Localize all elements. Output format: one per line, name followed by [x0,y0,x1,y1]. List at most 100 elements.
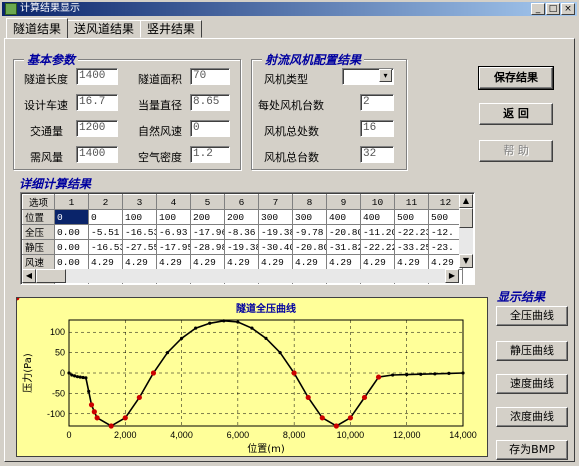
grid-cell[interactable]: -27.55 [122,239,157,255]
grid-header-cell[interactable]: 11 [394,194,429,210]
grid-cell[interactable]: 500 [394,209,429,225]
grid-cell[interactable]: 100 [122,209,157,225]
grid-cell[interactable]: -12. [428,224,463,240]
static-pressure-curve-button[interactable]: 静压曲线 [496,341,568,361]
fans-per-site-field[interactable]: 2 [360,94,394,111]
grid-cell[interactable]: 0 [54,209,89,225]
total-pressure-curve-button[interactable]: 全压曲线 [496,306,568,326]
close-button[interactable]: × [561,3,575,15]
grid-cell[interactable]: 0.00 [54,224,89,240]
grid-cell[interactable]: 200 [224,209,259,225]
grid-header-cell[interactable]: 3 [122,194,157,210]
grid-cell[interactable]: 4.29 [360,254,395,270]
tab-tunnel[interactable]: 隧道结果 [6,18,69,38]
grid-header-cell[interactable]: 选项 [22,194,55,210]
velocity-curve-button[interactable]: 速度曲线 [496,374,568,394]
vertical-scroll-thumb[interactable] [459,208,473,228]
grid-header-cell[interactable]: 5 [190,194,225,210]
grid-cell[interactable]: 4.29 [224,254,259,270]
concentration-curve-button[interactable]: 浓度曲线 [496,407,568,427]
grid-cell[interactable]: -8.36 [224,224,259,240]
grid-cell[interactable]: -23. [428,239,463,255]
grid-cell[interactable]: -5.51 [88,224,123,240]
air-density-field[interactable]: 1.2 [190,146,230,163]
grid-row-header[interactable]: 风速 [22,254,55,270]
grid-cell[interactable]: -28.98 [190,239,225,255]
grid-cell[interactable]: -17.95 [156,239,191,255]
scroll-left-icon[interactable]: ◀ [22,269,36,283]
grid-cell[interactable]: -31.82 [326,239,361,255]
fan-total-field[interactable]: 32 [360,146,394,163]
save-bmp-button[interactable]: 存为BMP [496,440,568,460]
scroll-right-icon[interactable]: ▶ [445,269,459,283]
design-speed-field[interactable]: 16.7 [76,94,118,111]
grid-cell[interactable]: -16.53 [122,224,157,240]
grid-cell[interactable]: -11.20 [360,224,395,240]
grid-cell[interactable]: 200 [190,209,225,225]
grid-cell[interactable]: 0 [88,209,123,225]
grid-cell[interactable]: 4.29 [156,254,191,270]
grid-cell[interactable]: 300 [258,209,293,225]
maximize-button[interactable]: □ [546,3,560,15]
grid-cell[interactable]: 4.29 [122,254,157,270]
grid-cell[interactable]: 4.29 [190,254,225,270]
grid-cell[interactable]: -22.22 [360,239,395,255]
air-demand-field[interactable]: 1400 [76,146,118,163]
results-grid[interactable]: 选项 1 2 3 4 5 6 7 8 9 10 11 12 位置 0 0 100 100 200 200 300 300 4… [20,192,475,285]
minimize-button[interactable]: _ [531,3,545,15]
grid-cell[interactable]: 400 [360,209,395,225]
grid-cell[interactable]: 0.00 [54,239,89,255]
title-bar[interactable]: 计算结果显示 _ □ × [2,2,577,16]
grid-cell[interactable]: -22.23 [394,224,429,240]
grid-cell[interactable]: -19.38 [258,224,293,240]
grid-header-cell[interactable]: 4 [156,194,191,210]
vertical-scrollbar[interactable]: ▲ ▼ [459,194,473,268]
tab-shaft[interactable]: 竖井结果 [140,20,203,38]
grid-header-cell[interactable]: 7 [258,194,293,210]
grid-cell[interactable]: -17.96 [190,224,225,240]
grid-cell[interactable]: 4.29 [292,254,327,270]
grid-cell[interactable]: -20.80 [326,224,361,240]
chevron-down-icon[interactable]: ▾ [379,69,392,82]
grid-cell[interactable]: 300 [292,209,327,225]
grid-cell[interactable]: -33.25 [394,239,429,255]
back-button[interactable]: 返 回 [479,103,553,125]
grid-row-header[interactable]: 静压 [22,239,55,255]
grid-cell[interactable]: 100 [156,209,191,225]
grid-cell[interactable]: 4.29 [88,254,123,270]
scroll-up-icon[interactable]: ▲ [459,194,473,208]
save-results-button[interactable]: 保存结果 [478,66,554,90]
grid-cell[interactable]: -30.40 [258,239,293,255]
help-button[interactable]: 帮 助 [479,140,553,162]
grid-cell[interactable]: 4.29 [428,254,463,270]
tunnel-length-field[interactable]: 1400 [76,68,118,85]
grid-cell[interactable]: 4.29 [394,254,429,270]
grid-header-cell[interactable]: 8 [292,194,327,210]
equiv-diameter-field[interactable]: 8.65 [190,94,230,111]
grid-cell[interactable]: 400 [326,209,361,225]
grid-cell[interactable]: -9.78 [292,224,327,240]
horizontal-scrollbar[interactable]: ◀ ▶ [22,269,459,283]
grid-cell[interactable]: 4.29 [258,254,293,270]
grid-cell[interactable]: -19.38 [224,239,259,255]
grid-header-cell[interactable]: 2 [88,194,123,210]
grid-cell[interactable]: -20.80 [292,239,327,255]
grid-header-cell[interactable]: 9 [326,194,361,210]
grid-header-cell[interactable]: 6 [224,194,259,210]
tunnel-area-field[interactable]: 70 [190,68,230,85]
horizontal-scroll-thumb[interactable] [36,269,66,283]
traffic-field[interactable]: 1200 [76,120,118,137]
grid-cell[interactable]: 500 [428,209,463,225]
fan-sites-field[interactable]: 16 [360,120,394,137]
scroll-down-icon[interactable]: ▼ [459,254,473,268]
grid-cell[interactable]: 4.29 [326,254,361,270]
grid-cell[interactable]: -16.53 [88,239,123,255]
grid-cell[interactable]: 0.00 [54,254,89,270]
grid-header-cell[interactable]: 1 [54,194,89,210]
grid-row-header[interactable]: 位置 [22,209,55,225]
grid-cell[interactable]: -6.93 [156,224,191,240]
natural-wind-field[interactable]: 0 [190,120,230,137]
grid-header-cell[interactable]: 10 [360,194,395,210]
grid-header-cell[interactable]: 12 [428,194,463,210]
grid-row-header[interactable]: 全压 [22,224,55,240]
